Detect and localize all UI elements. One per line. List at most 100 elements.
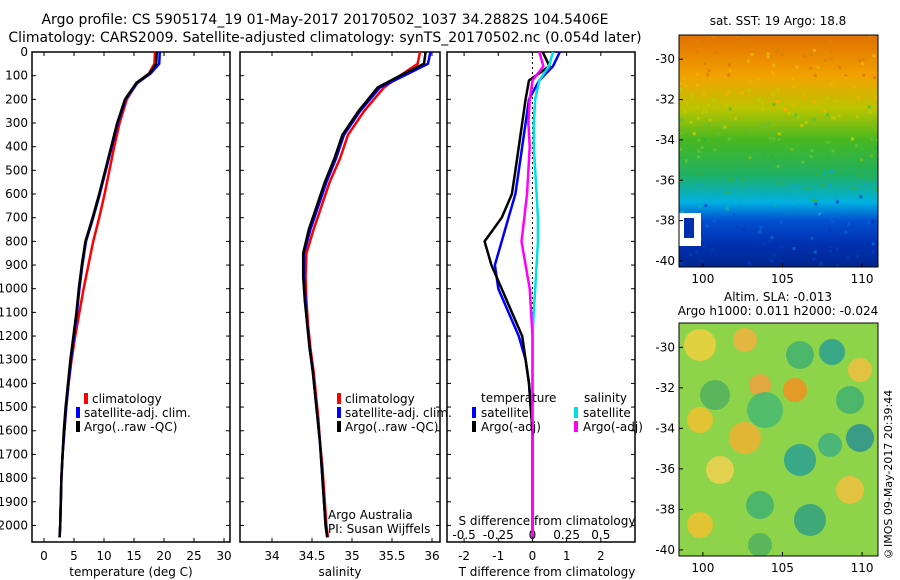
sst-speckle — [770, 259, 774, 263]
sst-speckle — [809, 52, 813, 56]
x-tick-label: -2 — [458, 549, 470, 563]
sst-speckle — [697, 138, 701, 142]
sst-speckle — [776, 165, 780, 169]
map-y-tick-label: -38 — [655, 214, 675, 228]
y-tick-label: 1600 — [0, 424, 28, 438]
series-line — [483, 51, 551, 538]
sst-speckle — [704, 204, 708, 207]
sla-blob — [729, 422, 761, 454]
sst-speckle — [823, 171, 827, 175]
sst-speckle — [748, 261, 751, 265]
legend-label-climatology: climatology — [92, 392, 162, 406]
sst-speckle — [791, 77, 795, 81]
y-tick-label: 1100 — [0, 305, 28, 319]
sst-map-field — [679, 35, 878, 267]
y-tick-label: 100 — [5, 69, 28, 83]
map-y-tick-label: -36 — [655, 173, 675, 187]
sst-speckle — [828, 228, 832, 232]
sla-blob — [749, 374, 771, 396]
sst-speckle — [709, 199, 713, 202]
sst-speckle — [835, 99, 839, 103]
s-tick-label: 0.5 — [591, 528, 610, 542]
sst-speckle — [728, 90, 732, 94]
sst-speckle — [862, 73, 866, 77]
y-tick-label: 2000 — [0, 518, 28, 532]
sst-speckle — [757, 237, 761, 241]
sst-speckle — [808, 66, 812, 70]
sst-speckle — [858, 59, 862, 63]
difference-panel-frame — [446, 51, 636, 543]
sst-speckle — [756, 77, 760, 81]
y-tick-label: 1300 — [0, 353, 28, 367]
sst-speckle — [812, 257, 816, 261]
legend-label-satellite: satellite-adj. clim. — [345, 406, 452, 420]
sst-speckle — [705, 38, 709, 41]
sst-speckle — [876, 187, 878, 191]
sst-speckle — [825, 96, 829, 100]
salinity-note-1: Argo Australia — [328, 508, 413, 522]
sst-speckle — [736, 178, 740, 182]
temperature-legend: climatology satellite-adj. clim. Argo(..… — [76, 392, 191, 434]
sla-map-frame — [678, 322, 879, 557]
salinity-panel-frame — [239, 51, 441, 543]
sst-speckle — [697, 155, 700, 159]
sst-speckle — [835, 265, 839, 267]
sla-blob — [733, 328, 757, 352]
sst-speckle — [819, 262, 823, 266]
x-tick-label: 10 — [96, 549, 111, 563]
sst-speckle — [861, 62, 865, 66]
legend-swatch-temp-argo — [472, 421, 476, 432]
sst-speckle — [872, 54, 876, 58]
sst-speckle — [737, 198, 741, 202]
map-y-tick-label: -40 — [655, 543, 675, 557]
sst-speckle — [791, 198, 795, 202]
sst-speckle — [768, 55, 772, 59]
map-y-tick-label: -34 — [655, 133, 675, 147]
sla-blob — [819, 339, 845, 365]
sla-map-title-2: Argo h1000: 0.011 h2000: -0.024 — [678, 304, 879, 318]
sst-map-title: sat. SST: 19 Argo: 18.8 — [710, 14, 847, 28]
x-tick-label: 1 — [563, 549, 571, 563]
sst-speckle — [826, 157, 830, 161]
sst-speckle — [703, 62, 707, 66]
map-y-tick-label: -30 — [655, 52, 675, 66]
sst-speckle — [867, 173, 871, 177]
difference-xlabel: T difference from climatology — [458, 565, 636, 579]
sst-speckle — [799, 128, 802, 132]
sst-speckle — [835, 247, 839, 251]
sst-speckle — [690, 94, 694, 98]
sst-speckle — [727, 137, 731, 141]
sst-speckle — [683, 110, 687, 114]
sst-speckle — [826, 140, 830, 144]
sst-speckle — [728, 128, 732, 132]
sst-speckle — [776, 88, 780, 92]
sla-blob — [687, 512, 713, 538]
title-line-1: Argo profile: CS 5905174_19 01-May-2017 … — [41, 12, 609, 28]
legend-swatch-satellite — [76, 407, 80, 418]
sst-speckle — [721, 126, 725, 130]
sst-speckle — [794, 113, 798, 117]
series-line — [58, 51, 162, 538]
sst-speckle — [708, 118, 712, 122]
y-tick-label: 400 — [5, 140, 28, 154]
sst-speckle — [815, 173, 819, 176]
sla-blob — [836, 476, 864, 504]
sla-blob — [794, 504, 826, 536]
sla-blob — [747, 392, 783, 428]
sst-speckle — [712, 219, 716, 223]
salinity-xlabel: salinity — [318, 565, 361, 579]
sst-speckle — [680, 118, 684, 122]
sst-speckle — [741, 227, 745, 231]
legend-swatch-sal-argo — [574, 421, 578, 432]
sst-speckle — [855, 254, 859, 258]
series-line — [304, 51, 422, 538]
sst-speckle — [748, 156, 752, 159]
y-tick-label: 1500 — [0, 400, 28, 414]
sst-speckle — [679, 148, 682, 151]
sst-speckle — [713, 148, 717, 152]
sst-speckle — [867, 221, 871, 225]
sst-speckle — [860, 158, 864, 162]
sst-speckle — [761, 193, 764, 196]
sla-map-title-1: Altim. SLA: -0.013 — [724, 290, 832, 304]
map-y-tick-label: -30 — [655, 340, 675, 354]
